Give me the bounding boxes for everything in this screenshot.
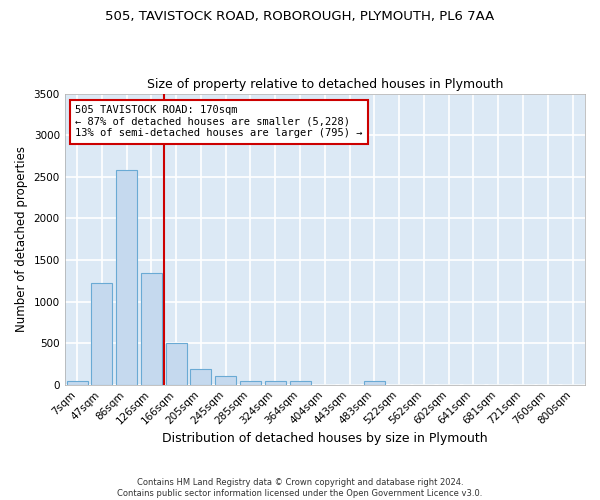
Bar [141, 273, 162, 384]
Bar [240, 380, 261, 384]
Bar [265, 382, 286, 384]
Bar [67, 380, 88, 384]
Text: 505 TAVISTOCK ROAD: 170sqm
← 87% of detached houses are smaller (5,228)
13% of s: 505 TAVISTOCK ROAD: 170sqm ← 87% of deta… [75, 105, 362, 138]
Text: Contains HM Land Registry data © Crown copyright and database right 2024.
Contai: Contains HM Land Registry data © Crown c… [118, 478, 482, 498]
Bar [290, 380, 311, 384]
Bar [190, 369, 211, 384]
Bar [364, 380, 385, 384]
Y-axis label: Number of detached properties: Number of detached properties [15, 146, 28, 332]
Bar [166, 343, 187, 384]
Bar [91, 283, 112, 384]
Title: Size of property relative to detached houses in Plymouth: Size of property relative to detached ho… [146, 78, 503, 91]
Bar [215, 376, 236, 384]
Text: 505, TAVISTOCK ROAD, ROBOROUGH, PLYMOUTH, PL6 7AA: 505, TAVISTOCK ROAD, ROBOROUGH, PLYMOUTH… [106, 10, 494, 23]
Bar [116, 170, 137, 384]
X-axis label: Distribution of detached houses by size in Plymouth: Distribution of detached houses by size … [162, 432, 488, 445]
